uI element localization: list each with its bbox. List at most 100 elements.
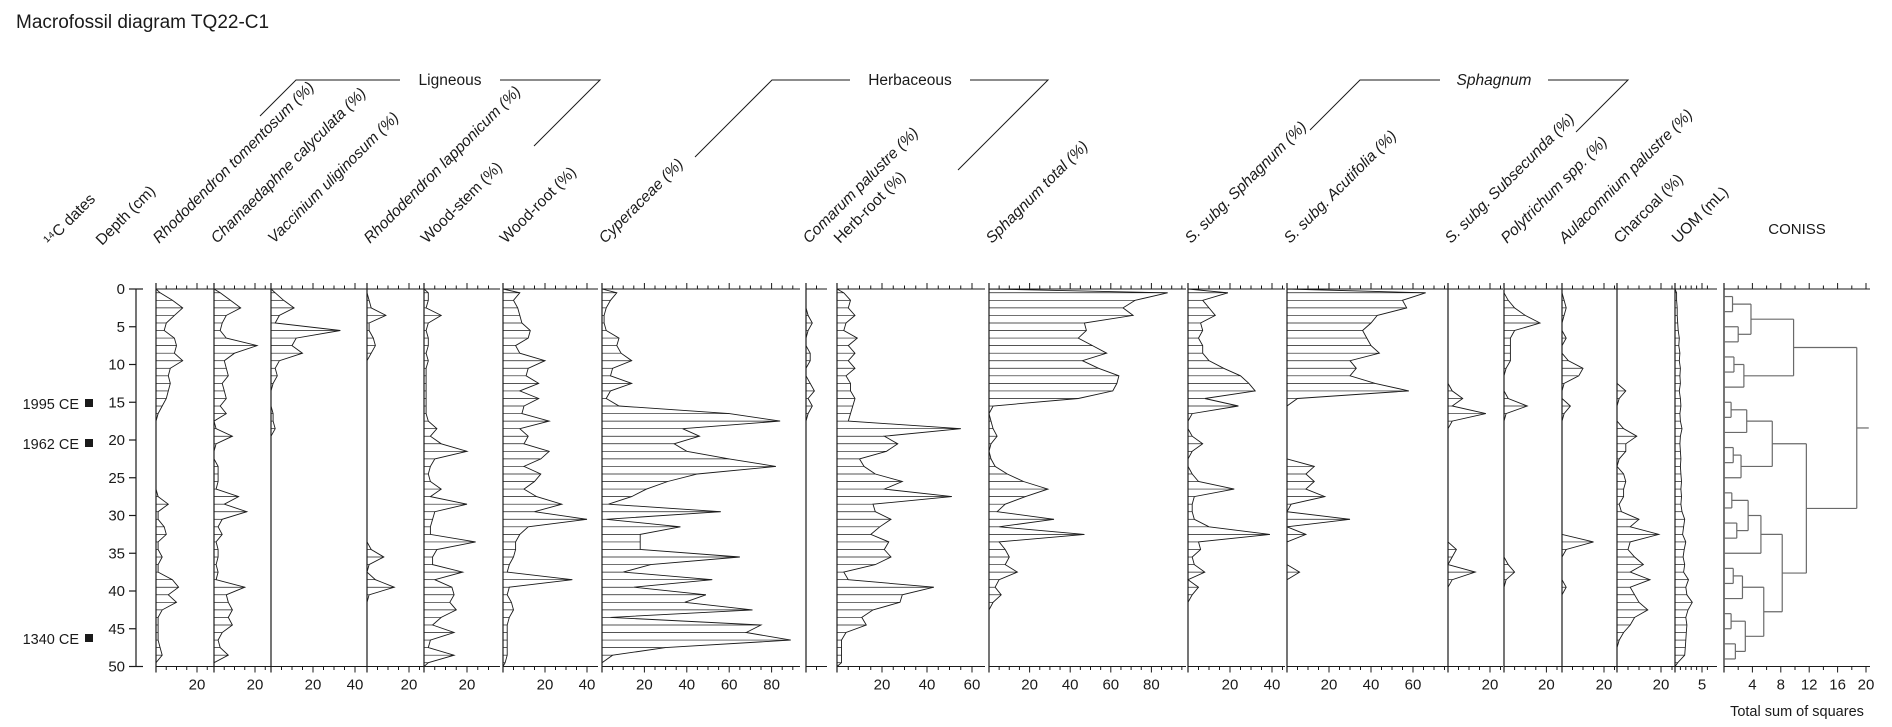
page-title: Macrofossil diagram TQ22-C1	[16, 12, 269, 33]
bracket-line-right	[500, 79, 602, 147]
date-label: 1340 CE	[23, 632, 80, 648]
date-marker-square	[85, 634, 93, 642]
bracket-line-left	[694, 79, 850, 158]
date-marker-square	[85, 439, 93, 447]
panel-uom: 5 UOM (mL)	[1669, 184, 1732, 694]
column-label-sphagnum_total: Sphagnum total (%)	[983, 138, 1092, 247]
group-label-ligneous: Ligneous	[419, 72, 482, 89]
panel-cyperaceae: 20 40 60 80 Cyperaceae (%)	[596, 156, 800, 694]
column-label-s_subg_acutifolia: S. subg. Acutifolia (%)	[1281, 127, 1400, 246]
column-label-uom: UOM (mL)	[1669, 184, 1732, 247]
c14-dates-label: ¹⁴C dates	[41, 190, 99, 248]
c14-date-1340: 1340 CE	[23, 632, 93, 648]
curve-wood_root	[502, 288, 588, 667]
curve-chamaedaphne_calyculata	[213, 288, 259, 667]
depth-tick-label: 10	[108, 357, 125, 374]
x-tick-label: 60	[1405, 677, 1422, 694]
x-tick-label: 20	[1021, 677, 1038, 694]
x-tick-label: 60	[721, 677, 738, 694]
depth-tick-label: 15	[108, 394, 125, 411]
group-bracket-ligneous	[259, 79, 602, 147]
column-label-cyperaceae: Cyperaceae (%)	[596, 156, 687, 247]
bracket-line-left	[1309, 79, 1440, 131]
group-bracket-sphagnum	[1309, 79, 1630, 133]
depth-tick-label: 50	[108, 659, 125, 676]
x-tick-label: 20	[305, 677, 322, 694]
date-label: 1995 CE	[23, 397, 80, 413]
x-tick-label: 40	[579, 677, 596, 694]
curve-aulacomnium_palustre	[1561, 289, 1594, 667]
panel-s_subg_sphagnum: 20 40S. subg. Sphagnum (%)	[1182, 118, 1310, 693]
x-tick-label: 40	[678, 677, 695, 694]
panel-sphagnum_total: 20 40 60 80 Sphagnum total (%)	[983, 138, 1186, 694]
x-tick-label: 20	[1321, 677, 1338, 694]
depth-tick-label: 35	[108, 545, 125, 562]
curve-comarum_palustre	[805, 289, 815, 667]
x-tick-label: 20	[1482, 677, 1499, 694]
date-marker-square	[85, 399, 93, 407]
x-tick-label: 40	[1062, 677, 1079, 694]
group-bracket-herbaceous	[694, 79, 1050, 171]
bracket-line-left	[259, 79, 400, 117]
bracket-line-right	[1548, 79, 1630, 133]
x-tick-label: 40	[919, 677, 936, 694]
group-label-herbaceous: Herbaceous	[868, 72, 952, 89]
depth-tick-label: 40	[108, 583, 125, 600]
depth-tick-label: 25	[108, 470, 125, 487]
x-tick-label: 20	[1596, 677, 1613, 694]
curve-uom	[1674, 288, 1693, 668]
panel-wood_root: 20 40 Wood-root (%)	[497, 164, 598, 694]
coniss-tick-label: 20	[1858, 677, 1875, 694]
curve-wood_stem	[423, 288, 476, 668]
coniss-tick-label: 16	[1829, 677, 1846, 694]
x-tick-label: 20	[189, 677, 206, 694]
x-tick-label: 80	[763, 677, 780, 694]
coniss-tick-label: 4	[1748, 677, 1756, 694]
x-tick-label: 40	[1363, 677, 1380, 694]
x-tick-label: 20	[1653, 677, 1670, 694]
date-label: 1962 CE	[23, 437, 80, 453]
column-label-polytrichum: Polytrichum spp. (%)	[1498, 134, 1611, 247]
depth-axis-label: Depth (cm)	[93, 183, 159, 249]
column-label-wood_root: Wood-root (%)	[497, 164, 580, 247]
x-tick-label: 20	[1222, 677, 1239, 694]
c14-date-1962: 1962 CE	[23, 437, 93, 453]
coniss-dendrogram: 4 8 12 16 20	[1723, 283, 1875, 694]
group-label-sphagnum: Sphagnum	[1457, 72, 1532, 89]
c14-date-1995: 1995 CE	[23, 397, 93, 413]
x-tick-label: 20	[459, 677, 476, 694]
x-tick-label: 20	[874, 677, 891, 694]
x-tick-label: 20	[1538, 677, 1555, 694]
x-tick-label: 40	[1264, 677, 1281, 694]
coniss-tick-label: 8	[1777, 677, 1785, 694]
x-tick-label: 20	[537, 677, 554, 694]
depth-tick-label: 45	[108, 621, 125, 638]
x-tick-label: 20	[636, 677, 653, 694]
coniss-xaxis-label: Total sum of squares	[1730, 704, 1864, 720]
depth-tick-label: 20	[108, 432, 125, 449]
x-tick-label: 60	[964, 677, 981, 694]
curve-herb_root	[836, 288, 961, 668]
x-tick-label: 5	[1698, 677, 1706, 694]
depth-tick-label: 0	[117, 281, 125, 298]
depth-tick-label: 5	[117, 319, 125, 336]
coniss-tick-label: 12	[1801, 677, 1818, 694]
panel-s_subg_acutifolia: 20 40 60 S. subg. Acutifolia (%)	[1281, 127, 1448, 694]
curve-s_subg_subsecunda	[1447, 289, 1486, 667]
curve-cyperaceae	[601, 288, 791, 667]
coniss-title: CONISS	[1768, 221, 1826, 238]
x-tick-label: 60	[1102, 677, 1119, 694]
x-tick-label: 80	[1143, 677, 1160, 694]
x-tick-label: 40	[347, 677, 364, 694]
bracket-line-right	[957, 79, 1050, 171]
x-tick-label: 20	[401, 677, 418, 694]
depth-tick-label: 30	[108, 508, 125, 525]
depth-axis: 0 5 10 15 20 25 30 35 40 45 50	[108, 281, 143, 676]
x-tick-label: 20	[247, 677, 264, 694]
